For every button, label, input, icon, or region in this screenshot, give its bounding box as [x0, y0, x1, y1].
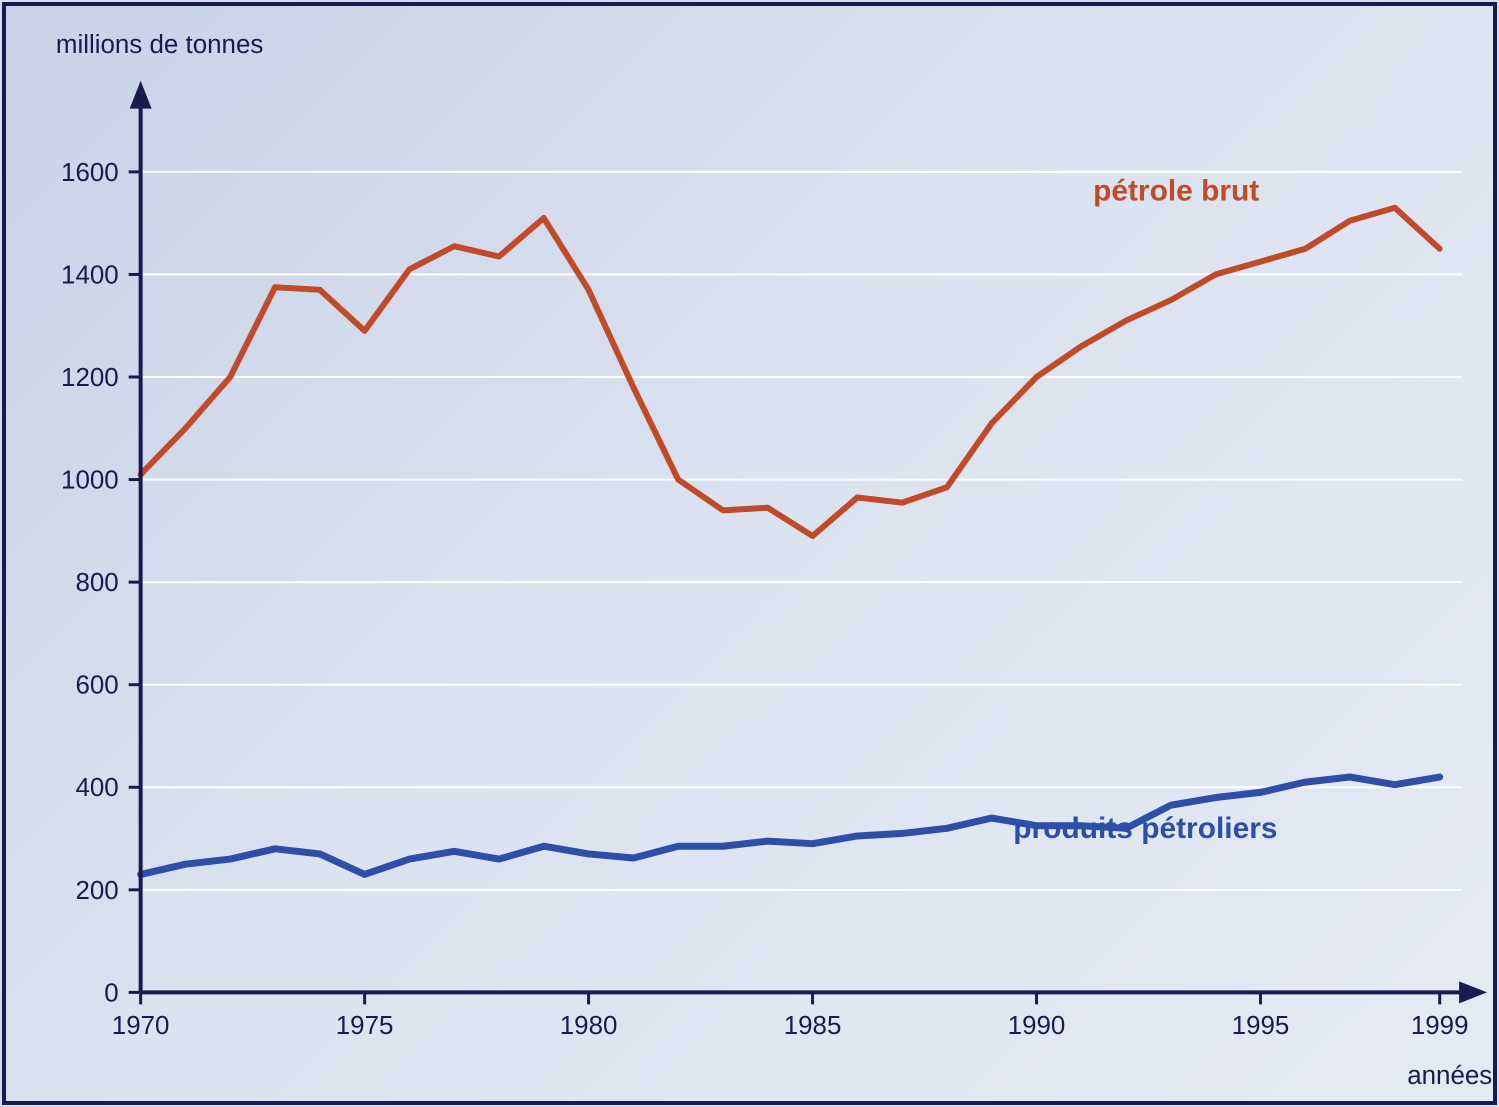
y-tick-label: 1600: [61, 159, 119, 187]
line-chart: pétrole brut produits pétroliers 0 200 400 60…: [6, 6, 1493, 1101]
series-pétrole-brut: [141, 208, 1440, 536]
y-tick-label: 400: [75, 774, 118, 802]
x-tick-label: 1970: [112, 1012, 170, 1040]
y-tick-label: 600: [75, 672, 118, 700]
x-tick-label: 1985: [784, 1012, 842, 1040]
y-axis-title: millions de tonnes: [56, 31, 264, 59]
y-tick-label: 1200: [61, 364, 119, 392]
y-tick-label: 0: [104, 979, 118, 1007]
chart-frame: pétrole brut produits pétroliers 0 200 400 60…: [2, 2, 1497, 1105]
y-tick-label: 1000: [61, 467, 119, 495]
y-tick-label: 800: [75, 569, 118, 597]
x-tick-label: 1975: [336, 1012, 394, 1040]
y-tick-label: 1400: [61, 261, 119, 289]
x-tick-label: 1980: [560, 1012, 618, 1040]
x-tick-label: 1995: [1232, 1012, 1290, 1040]
series-label: produits pétroliers: [1013, 812, 1277, 845]
series-label: pétrole brut: [1093, 174, 1259, 207]
x-axis-title: années: [1407, 1062, 1492, 1090]
x-tick-label: 1999: [1411, 1012, 1469, 1040]
y-tick-label: 200: [75, 877, 118, 905]
x-tick-label: 1990: [1008, 1012, 1066, 1040]
